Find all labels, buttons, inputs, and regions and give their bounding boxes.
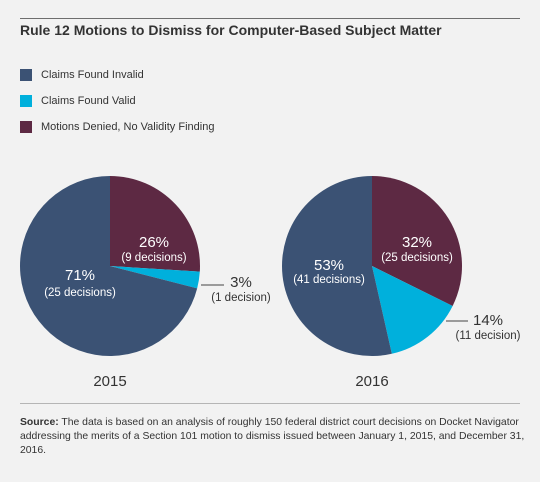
pie-2016-pct-label-invalid: 53% (314, 257, 344, 274)
legend-label-valid: Claims Found Valid (41, 95, 136, 107)
legend-item-valid: Claims Found Valid (20, 94, 214, 108)
legend: Claims Found Invalid Claims Found Valid … (20, 68, 214, 146)
legend-swatch-valid (20, 95, 32, 107)
legend-label-denied: Motions Denied, No Validity Finding (41, 121, 215, 133)
pie-2016-pct-label-denied: 32% (402, 234, 432, 251)
pie-2015-pct-label-invalid: 71% (65, 267, 95, 284)
source-label: Source: (20, 417, 59, 428)
legend-item-denied: Motions Denied, No Validity Finding (20, 120, 214, 134)
pie-2015-pct-label-valid: 3% (230, 274, 252, 291)
source-text: The data is based on an analysis of roug… (20, 417, 525, 456)
header-rule (20, 18, 520, 19)
pie-2016-slice-denied (372, 176, 462, 306)
pie-2016-pct-label-valid: 14% (473, 312, 503, 329)
pie-2016-count-label-denied: (25 decisions) (381, 252, 453, 264)
pie-2016-count-label-valid: (11 decision) (456, 330, 521, 342)
source-note: Source: The data is based on an analysis… (20, 416, 525, 458)
pie-2015-slice-valid (110, 266, 200, 289)
pie-2015-count-label-denied: (9 decisions) (121, 252, 186, 264)
pie-2016-slice-invalid (281, 176, 392, 357)
pie-2016-year-label: 2016 (355, 373, 388, 390)
pie-2015-year-label: 2015 (93, 373, 126, 390)
pie-2015-count-label-valid: (1 decision) (211, 292, 271, 304)
legend-swatch-invalid (20, 69, 32, 81)
pie-2015-count-label-invalid: (25 decisions) (44, 287, 116, 299)
legend-swatch-denied (20, 121, 32, 133)
chart-title: Rule 12 Motions to Dismiss for Computer-… (20, 22, 442, 38)
source-rule (20, 403, 520, 404)
pie-2016-slice-valid (372, 266, 453, 354)
pie-2015-pct-label-denied: 26% (139, 234, 169, 251)
legend-label-invalid: Claims Found Invalid (41, 69, 144, 81)
legend-item-invalid: Claims Found Invalid (20, 68, 214, 82)
pie-2015-slice-invalid (19, 176, 198, 357)
pie-2015-slice-denied (110, 176, 200, 272)
pie-2016-count-label-invalid: (41 decisions) (293, 274, 365, 286)
